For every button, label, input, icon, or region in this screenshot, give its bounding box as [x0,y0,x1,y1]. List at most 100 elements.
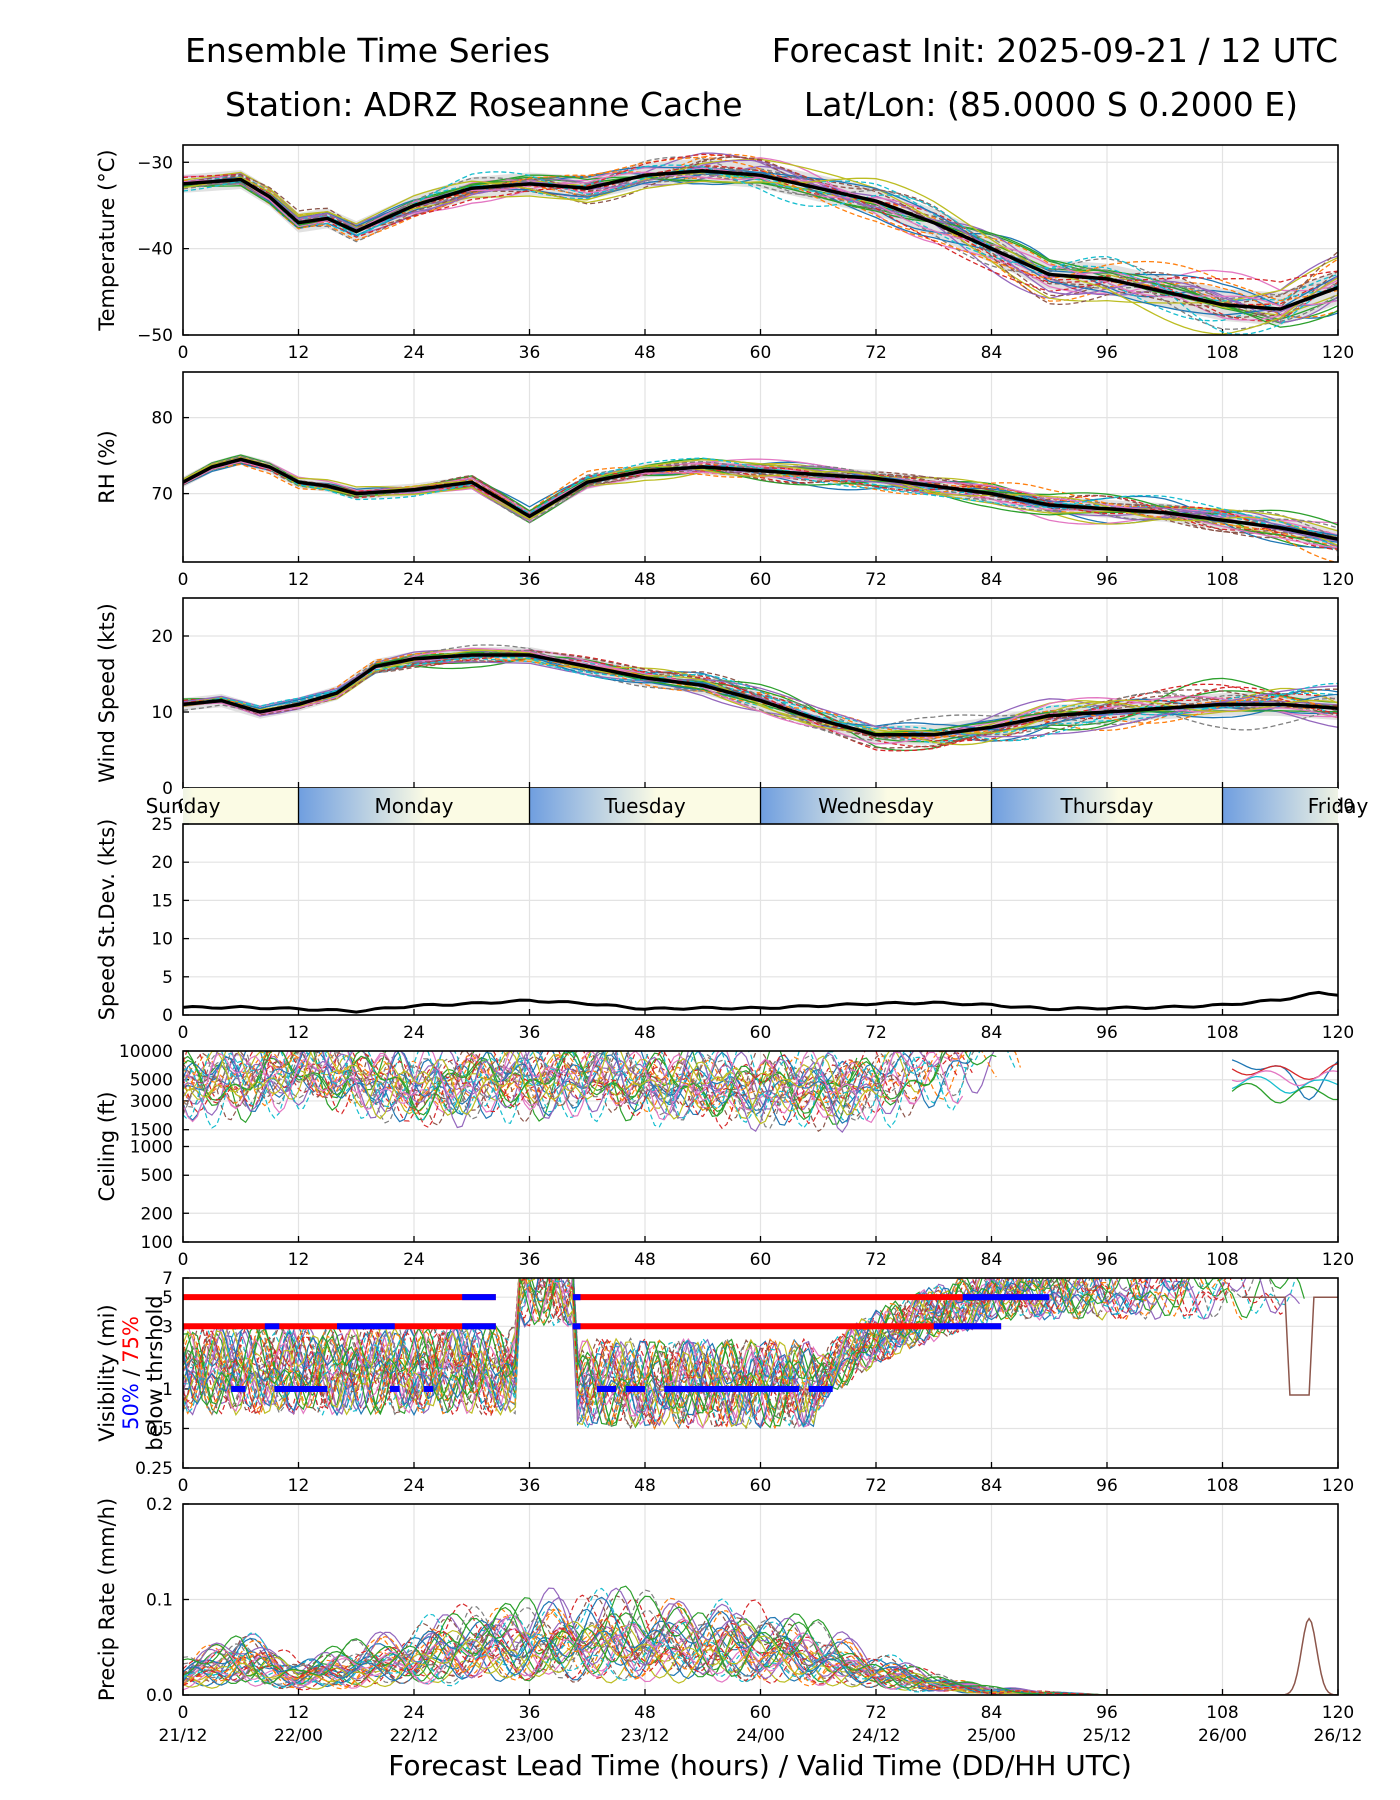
member-line [183,457,1338,537]
xtick-label: 0 [178,1250,189,1270]
valid-time-label: 25/12 [1083,1726,1132,1746]
member-line [183,456,1338,532]
xtick-label: 36 [519,1476,541,1496]
xtick-label: 48 [634,570,656,590]
xtick-label: 36 [519,570,541,590]
frame-visibility [182,1277,1339,1469]
valid-time-label: 22/00 [274,1726,323,1746]
ensemble-mean-line [183,169,1338,311]
xtick-label: 84 [981,570,1003,590]
xtick-label: 96 [1096,1476,1118,1496]
valid-time-label: 22/12 [390,1726,439,1746]
panels-group: Temperature (°C) −30−40−500 12 24 36 48 60 72 84… [95,144,1368,1746]
ceiling-member-line [1231,1059,1338,1101]
day-label: Sunday [146,794,221,818]
precip-member-line [183,1627,1338,1695]
visibility-member-line [183,1278,1228,1429]
ytick-label: 80 [151,409,173,429]
panel-visibility: Visibility (mi) 0.25 0.5 1 3 57 0 12 24 36 48 60 72 8… [95,1269,1354,1496]
xtick-label: 0 [178,1703,189,1723]
ceiling-member-line [183,1051,872,1115]
ytick-label: 1 [162,1380,173,1400]
valid-time-label: 26/12 [1314,1726,1363,1746]
xtick-label: 120 [1322,1250,1354,1270]
precip-member-peak [1241,1617,1338,1695]
xtick-label: 0 [178,1023,189,1043]
ytick-label: 0.2 [146,1495,173,1515]
xtick-label: 96 [1096,1250,1118,1270]
member-line [183,153,1338,292]
xtick-label: 84 [981,1250,1003,1270]
ytick-label: 1000 [130,1138,173,1158]
day-label: Thursday [1060,794,1154,818]
xtick-label: 24 [403,343,425,363]
plot-area-wind_speed [183,644,1338,752]
member-line [183,165,1338,307]
grid-speed_stdev [182,823,1339,1016]
xtick-label: 0 [178,343,189,363]
day-label: Wednesday [818,794,934,818]
panel-temperature: Temperature (°C) −30 −40 −500 12 24 36 48 60 72 84… [95,144,1354,363]
xtick-label: 12 [288,1703,310,1723]
member-line [183,461,1338,550]
precip-member-line [183,1596,1338,1695]
precip-member-line [183,1628,1338,1695]
ceiling-member-line [1231,1062,1338,1081]
xtick-label: 120 [1322,1023,1354,1043]
precip-member-line [183,1595,1338,1695]
ylabel-ceiling: Ceiling (ft) [95,1091,119,1201]
xtick-label: 60 [750,1703,772,1723]
ytick-label: 70 [151,485,173,505]
title-left: Ensemble Time Series [185,31,550,70]
visibility-member-line [183,1278,1142,1430]
ytick-label: −40 [137,240,173,260]
visibility-threshold-desc: below thrshold [143,1295,167,1450]
ytick-label: 10 [151,930,173,950]
xtick-label: 108 [1206,1023,1238,1043]
ytick-label: 3000 [130,1092,173,1112]
xtick-label: 24 [403,1250,425,1270]
precip-member-line [183,1594,1338,1695]
visibility-member-line [1241,1296,1338,1396]
xtick-label: 120 [1322,1476,1354,1496]
precip-member-line [183,1620,1338,1695]
valid-time-label: 26/00 [1198,1726,1247,1746]
xtick-label: 36 [519,1250,541,1270]
xtick-label: 120 [1322,570,1354,590]
precip-member-line [183,1608,1338,1695]
title-station: Station: ADRZ Roseanne Cache [225,85,743,124]
xtick-label: 72 [865,1476,887,1496]
xtick-label: 0 [178,570,189,590]
precip-member-line [183,1594,1338,1695]
ceiling-member-line [183,1051,881,1112]
member-line [183,457,1338,541]
title-right: Forecast Init: 2025-09-21 / 12 UTC [772,31,1338,70]
ytick-label: 0.25 [135,1459,173,1479]
ceiling-member-line [183,1051,920,1119]
panel-rh: RH (%) 70 80 0 12 24 36 48 60 72 84 96 108 120 [95,371,1354,590]
xtick-label: 48 [634,1476,656,1496]
day-segment [183,788,299,824]
xtick-label: 120 [1322,343,1354,363]
ylabel-wind_speed: Wind Speed (kts) [95,603,119,783]
xtick-label: 72 [865,1250,887,1270]
ceiling-member-line [183,1051,895,1134]
ytick-label: 20 [151,853,173,873]
ceiling-member-line [1231,1075,1338,1094]
day-segment [1222,788,1338,824]
panel-wind_speed: Wind Speed (kts)010200122436486072849610… [95,597,1354,816]
ceiling-member-line [183,1051,934,1129]
ylabel-rh: RH (%) [95,430,119,503]
plot-area-rh [183,453,1338,562]
day-label: Monday [375,794,454,818]
ylabel-temperature: Temperature (°C) [95,149,119,331]
precip-member-line [183,1624,1338,1695]
xtick-label: 48 [634,1250,656,1270]
xtick-label: 24 [403,1023,425,1043]
ytick-label: 100 [141,1233,173,1253]
visibility-member-line [183,1278,1098,1428]
panel-precip: Precip Rate (mm/h) 0.0 0.1 0.2 0 21/12 12 22/00… [95,1495,1363,1746]
ceiling-member-line [183,1051,886,1125]
